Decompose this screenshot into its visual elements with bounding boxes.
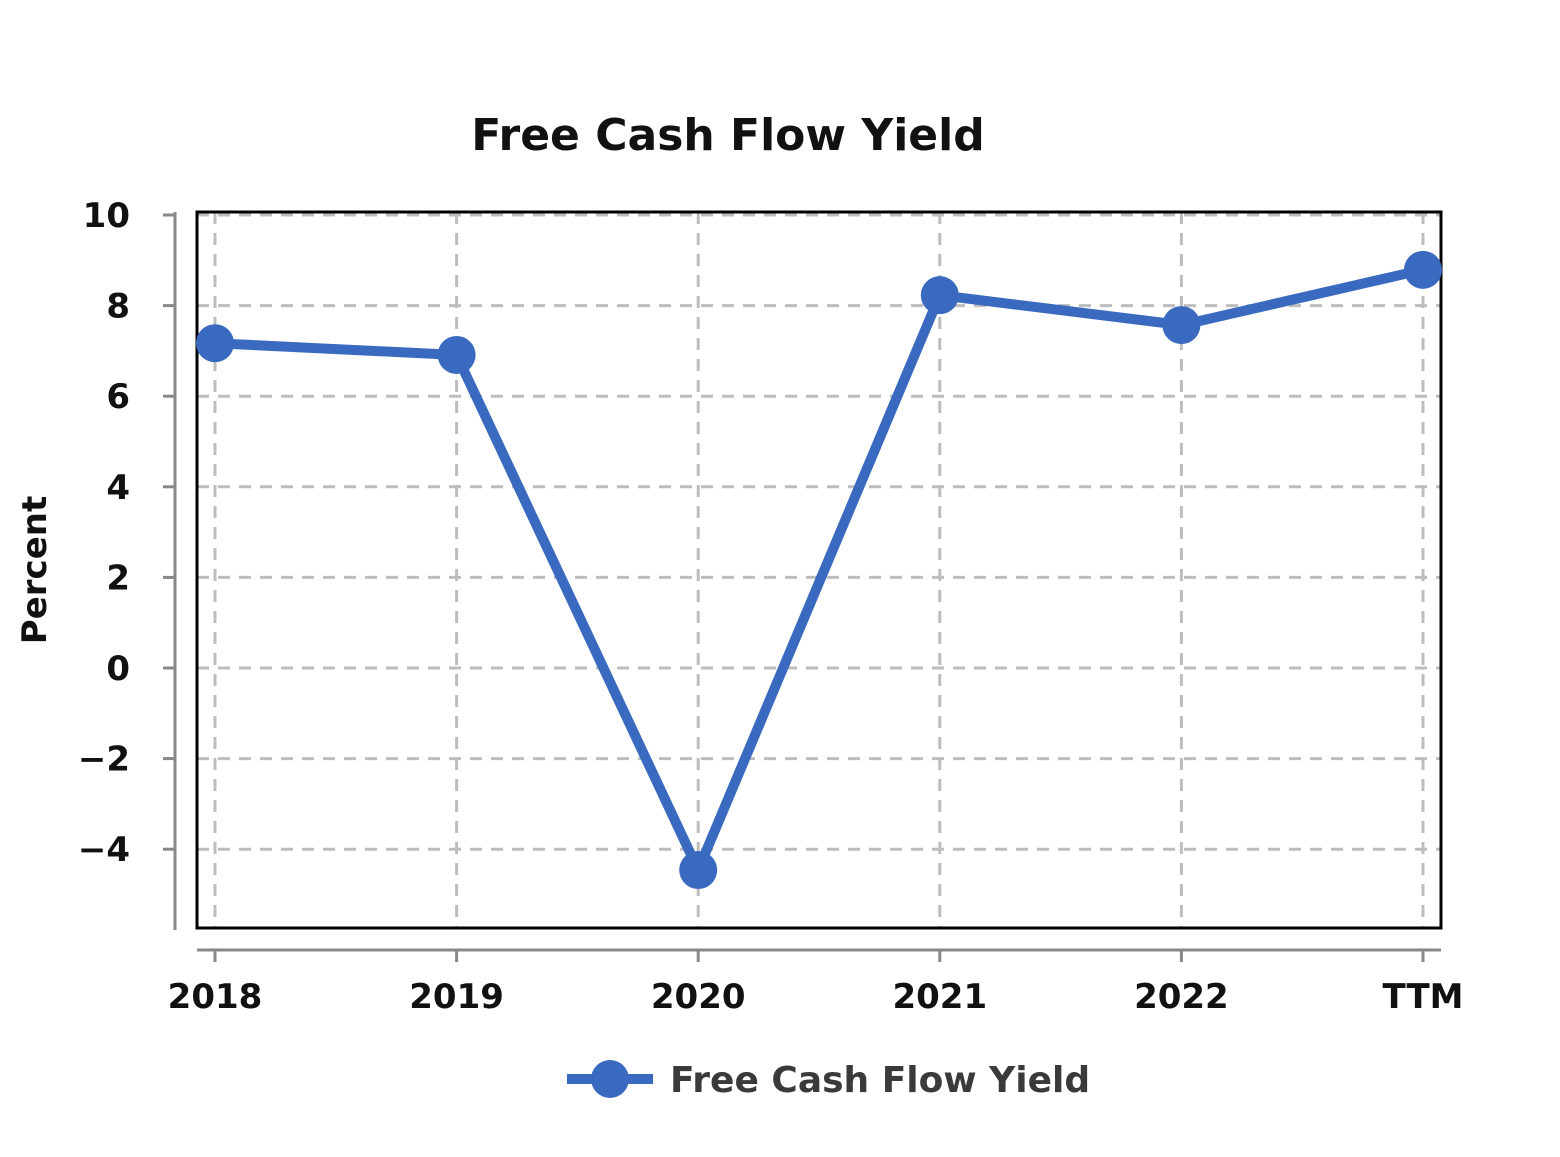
x-axis: 2018 2019 2020 2021 2022 TTM (168, 948, 1464, 1017)
data-point-marker[interactable] (196, 324, 234, 363)
y-tick-label: 2 (106, 558, 130, 598)
x-tick-label: TTM (1383, 977, 1464, 1017)
x-tick-label: 2021 (892, 977, 987, 1017)
legend-label: Free Cash Flow Yield (670, 1060, 1090, 1101)
y-tick-label: 6 (106, 377, 130, 417)
grid-lines (197, 212, 1441, 928)
x-tick-label: 2022 (1134, 977, 1229, 1017)
series-line (214, 264, 1425, 876)
data-point-marker[interactable] (1162, 306, 1201, 345)
y-tick-label: −2 (78, 740, 130, 780)
data-point-marker[interactable] (437, 335, 476, 374)
x-tick-label: 2018 (168, 977, 263, 1017)
y-tick-label: 8 (106, 287, 130, 327)
y-axis-label: Percent (15, 496, 55, 644)
y-tick-label: 0 (106, 649, 130, 689)
chart-title: Free Cash Flow Yield (471, 110, 984, 161)
y-tick-label: −4 (78, 830, 130, 870)
data-series (196, 250, 1442, 890)
y-axis: 10 8 6 4 2 0 −2 −4 (78, 196, 177, 930)
plot-area-border (195, 210, 1443, 930)
data-point-marker[interactable] (1404, 250, 1442, 289)
y-tick-label: 4 (106, 468, 130, 508)
data-point-marker[interactable] (679, 851, 718, 890)
legend[interactable]: Free Cash Flow Yield (567, 1060, 1090, 1101)
data-point-marker[interactable] (920, 276, 959, 315)
x-tick-label: 2020 (651, 977, 746, 1017)
x-tick-label: 2019 (409, 977, 504, 1017)
y-tick-label: 10 (83, 196, 130, 236)
legend-marker-icon (591, 1060, 629, 1098)
